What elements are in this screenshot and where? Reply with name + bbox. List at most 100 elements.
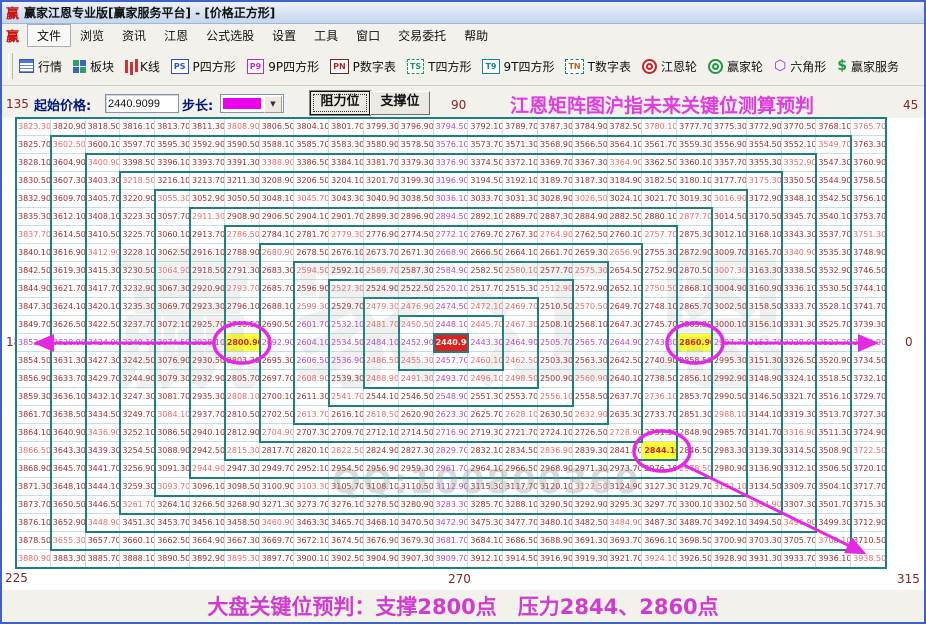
toolbar-sectors[interactable]: 板块 <box>73 58 114 75</box>
price-cell: 2990.50 <box>711 388 747 406</box>
toolbar-9t-square[interactable]: T9 9T四方形 <box>482 58 554 75</box>
price-cell: 2812.90 <box>224 424 260 442</box>
price-cell: 2882.50 <box>607 208 643 226</box>
menu-help[interactable]: 帮助 <box>464 29 489 43</box>
price-cell: 2733.70 <box>642 406 678 424</box>
menu-trade[interactable]: 交易委托 <box>398 29 447 43</box>
price-cell: 3328.90 <box>781 334 817 352</box>
price-cell: 3508.90 <box>816 442 852 460</box>
toolbar-winner-service[interactable]: $ 赢家服务 <box>837 57 900 74</box>
price-cell: 3336.10 <box>781 280 817 298</box>
price-cell: 3676.90 <box>363 532 399 550</box>
price-cell: 2628.10 <box>503 406 538 424</box>
price-cell: 3304.90 <box>746 496 782 514</box>
price-cell: 3866.50 <box>16 442 51 460</box>
price-cell: 2623.30 <box>433 406 469 424</box>
toolbar-quotes[interactable]: 行情 <box>19 58 62 75</box>
menu-tools[interactable]: 工具 <box>314 29 339 43</box>
price-cell: 3278.50 <box>363 496 399 514</box>
price-cell: 3348.10 <box>781 190 817 208</box>
price-cell: 3153.70 <box>746 334 782 352</box>
price-cell: 2901.70 <box>329 208 364 226</box>
price-cell: 3624.10 <box>50 298 86 316</box>
menu-formula-stockpick[interactable]: 公式选股 <box>206 29 255 43</box>
toolbar-p-table[interactable]: PN P数字表 <box>330 58 396 75</box>
price-cell: 3266.50 <box>189 496 225 514</box>
price-cell: 3350.50 <box>781 172 817 190</box>
price-cell: 3842.50 <box>16 262 51 280</box>
price-cell: 2457.70 <box>433 352 469 370</box>
price-cell: 3837.70 <box>16 226 51 244</box>
toolbar-p-square[interactable]: PS P四方形 <box>170 58 236 75</box>
toolbar-gann-wheel[interactable]: 江恩轮 <box>641 58 697 75</box>
price-cell: 2476.90 <box>398 298 434 316</box>
price-cell: 2541.70 <box>329 388 364 406</box>
degree-label-0: 0 <box>905 335 913 349</box>
price-cell: 2894.50 <box>433 208 469 226</box>
price-cell: 2827.30 <box>398 442 434 460</box>
price-cell: 3710.50 <box>851 532 886 550</box>
price-cell: 3024.10 <box>607 190 643 208</box>
toolbar-t-table[interactable]: TN T数字表 <box>565 58 631 75</box>
menu-window[interactable]: 窗口 <box>356 29 381 43</box>
price-cell: 3547.30 <box>816 154 852 172</box>
price-cell: 3645.70 <box>50 460 86 478</box>
step-color-dropdown[interactable]: ▼ <box>220 94 284 113</box>
price-cell: 2491.30 <box>398 370 434 388</box>
price-cell: 2498.50 <box>503 370 538 388</box>
price-cell: 3124.90 <box>607 478 643 496</box>
price-cell: 3808.90 <box>224 118 260 136</box>
start-price-input[interactable] <box>105 94 179 113</box>
menu-news[interactable]: 资讯 <box>122 29 147 43</box>
toolbar-t-square[interactable]: TS T四方形 <box>406 58 471 75</box>
price-cell: 3602.50 <box>50 136 86 154</box>
price-cell: 2908.90 <box>224 208 260 226</box>
gann-wheel-icon <box>641 58 657 74</box>
menu-browse[interactable]: 浏览 <box>80 29 105 43</box>
resistance-button[interactable]: 阻力位 <box>310 91 370 115</box>
price-cell: 3160.90 <box>746 280 782 298</box>
price-cell: 2618.50 <box>363 406 399 424</box>
price-cell: 3813.70 <box>155 118 190 136</box>
price-cell: 2865.70 <box>677 298 712 316</box>
price-cell: 3648.10 <box>50 478 86 496</box>
price-cell: 2750.50 <box>642 280 678 298</box>
price-cell: 3144.10 <box>746 406 782 424</box>
price-cell: 2995.30 <box>711 352 747 370</box>
price-cell: 2870.50 <box>677 262 712 280</box>
price-cell: 2858.50 <box>677 352 712 370</box>
step-label: 步长: <box>182 99 214 114</box>
price-cell: 2961.70 <box>433 460 469 478</box>
price-cell: 2786.50 <box>224 226 260 244</box>
price-cell: 3748.90 <box>851 244 886 262</box>
price-cell: 3768.10 <box>816 118 852 136</box>
price-cell: 3679.30 <box>398 532 434 550</box>
price-cell: 3753.70 <box>851 208 886 226</box>
start-price-label: 起始价格: <box>34 99 92 114</box>
toolbar-kline[interactable]: K线 <box>125 58 160 75</box>
price-cell: 3770.50 <box>781 118 817 136</box>
price-cell: 3084.10 <box>155 406 190 424</box>
price-cell: 3852.10 <box>16 334 51 352</box>
toolbar-groove <box>8 53 13 79</box>
menu-settings[interactable]: 设置 <box>272 29 297 43</box>
price-cell: 2952.10 <box>294 460 330 478</box>
menu-gann[interactable]: 江恩 <box>164 29 189 43</box>
toolbar-winner-wheel[interactable]: 赢家轮 <box>707 58 763 75</box>
price-cell: 3297.70 <box>642 496 678 514</box>
price-cell: 3585.70 <box>294 136 330 154</box>
price-cell: 2539.30 <box>329 370 364 388</box>
toolbar-9p-square[interactable]: P9 9P四方形 <box>246 58 319 75</box>
menu-file[interactable]: 文件 <box>27 24 72 47</box>
price-cell: 3211.30 <box>224 172 260 190</box>
toolbar-hexagon[interactable]: ⬡ 六角形 <box>774 57 827 74</box>
price-cell: 2954.50 <box>329 460 364 478</box>
price-cell: 3463.30 <box>294 514 330 532</box>
support-button[interactable]: 支撑位 <box>370 91 430 115</box>
price-cell: 2529.70 <box>329 298 364 316</box>
price-cell: 3345.70 <box>781 208 817 226</box>
price-cell: 2604.10 <box>294 334 330 352</box>
price-cell: 3422.50 <box>85 316 121 334</box>
sector-blocks-icon <box>73 59 87 73</box>
dropdown-arrow-icon[interactable]: ▼ <box>264 96 282 113</box>
